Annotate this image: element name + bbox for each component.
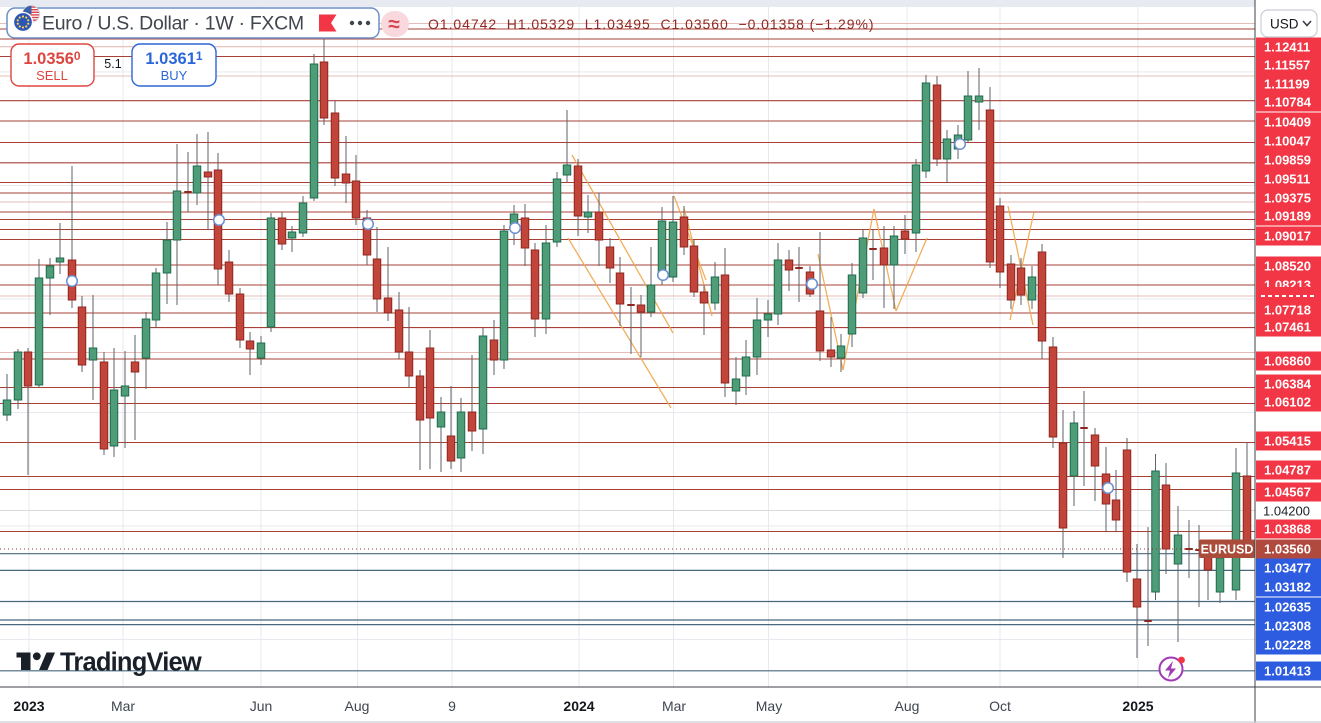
svg-text:1.03560: 1.03560 [1264,542,1311,557]
svg-text:1.04200: 1.04200 [1263,504,1310,519]
svg-text:EURUSD: EURUSD [1201,543,1254,557]
svg-text:1.10409: 1.10409 [1264,115,1311,130]
svg-text:Mar: Mar [111,698,135,714]
svg-text:1.03868: 1.03868 [1264,522,1311,537]
svg-text:2025: 2025 [1122,698,1153,714]
svg-text:SELL: SELL [36,68,68,83]
svg-text:≈: ≈ [388,13,400,36]
svg-text:1.06384: 1.06384 [1264,377,1312,392]
svg-text:Aug: Aug [345,698,370,714]
svg-text:2023: 2023 [13,698,44,714]
svg-text:1.10047: 1.10047 [1264,134,1311,149]
svg-text:5.1: 5.1 [104,57,121,71]
svg-text:1.03611: 1.03611 [145,49,202,68]
svg-text:1.08520: 1.08520 [1264,259,1311,274]
svg-text:1.09017: 1.09017 [1264,229,1311,244]
svg-text:1.02228: 1.02228 [1264,638,1311,653]
svg-text:Oct: Oct [989,698,1011,714]
svg-text:1.07718: 1.07718 [1264,303,1311,318]
svg-text:2024: 2024 [563,698,594,714]
svg-text:1.11557: 1.11557 [1264,58,1310,73]
svg-text:1.02308: 1.02308 [1264,619,1311,634]
svg-text:Jun: Jun [250,698,273,714]
svg-text:1.12411: 1.12411 [1264,40,1310,55]
svg-text:1.09859: 1.09859 [1264,153,1311,168]
svg-text:1.11199: 1.11199 [1264,77,1310,92]
svg-text:1.09189: 1.09189 [1264,209,1311,224]
svg-text:9: 9 [448,698,456,714]
svg-text:BUY: BUY [161,68,188,83]
svg-text:1.02635: 1.02635 [1264,600,1311,615]
svg-text:1.05415: 1.05415 [1264,434,1311,449]
svg-text:1.01413: 1.01413 [1264,664,1311,679]
svg-text:TradingView: TradingView [60,649,202,677]
svg-text:Euro / U.S. Dollar · 1W · FXCM: Euro / U.S. Dollar · 1W · FXCM [42,13,304,35]
svg-text:Aug: Aug [895,698,920,714]
svg-text:1.04787: 1.04787 [1264,463,1311,478]
svg-text:1.03477: 1.03477 [1264,561,1311,576]
svg-text:Mar: Mar [662,698,686,714]
svg-text:USD: USD [1270,17,1299,32]
svg-text:1.06860: 1.06860 [1264,354,1311,369]
svg-text:1.06102: 1.06102 [1264,395,1311,410]
svg-text:1.09375: 1.09375 [1264,191,1311,206]
svg-text:1.07461: 1.07461 [1264,320,1311,335]
svg-text:1.10784: 1.10784 [1264,95,1312,110]
svg-text:O1.04742 H1.05329 L1.03495: O1.04742 H1.05329 L1.03495 C1.03560 −0.0… [428,16,874,32]
svg-text:May: May [756,698,782,714]
svg-text:1.03560: 1.03560 [23,49,80,68]
svg-text:1.03182: 1.03182 [1264,580,1311,595]
svg-text:1.09511: 1.09511 [1264,172,1310,187]
svg-text:1.04567: 1.04567 [1264,485,1311,500]
